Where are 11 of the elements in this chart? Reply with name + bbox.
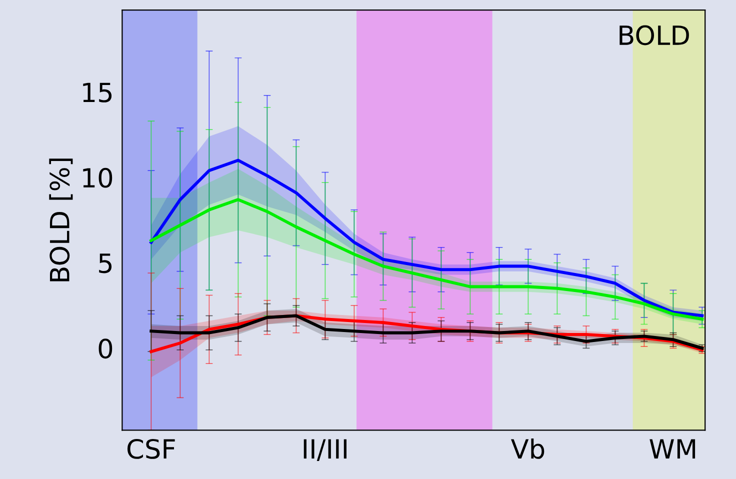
y-axis-title: BOLD [%] xyxy=(49,158,73,282)
annotation: BOLD xyxy=(620,25,689,46)
x-tick-label: CSF xyxy=(127,438,175,459)
line-series xyxy=(150,198,704,321)
x-tick-label: Vb xyxy=(510,438,544,459)
y-tick-label: 0 xyxy=(98,338,112,359)
x-tick-label: WM xyxy=(650,439,696,459)
x-tick-label: II/III xyxy=(304,439,346,461)
y-tick-label: 10 xyxy=(83,168,112,188)
y-tick-label: 15 xyxy=(83,82,112,102)
y-tick-label: 5 xyxy=(99,254,112,274)
